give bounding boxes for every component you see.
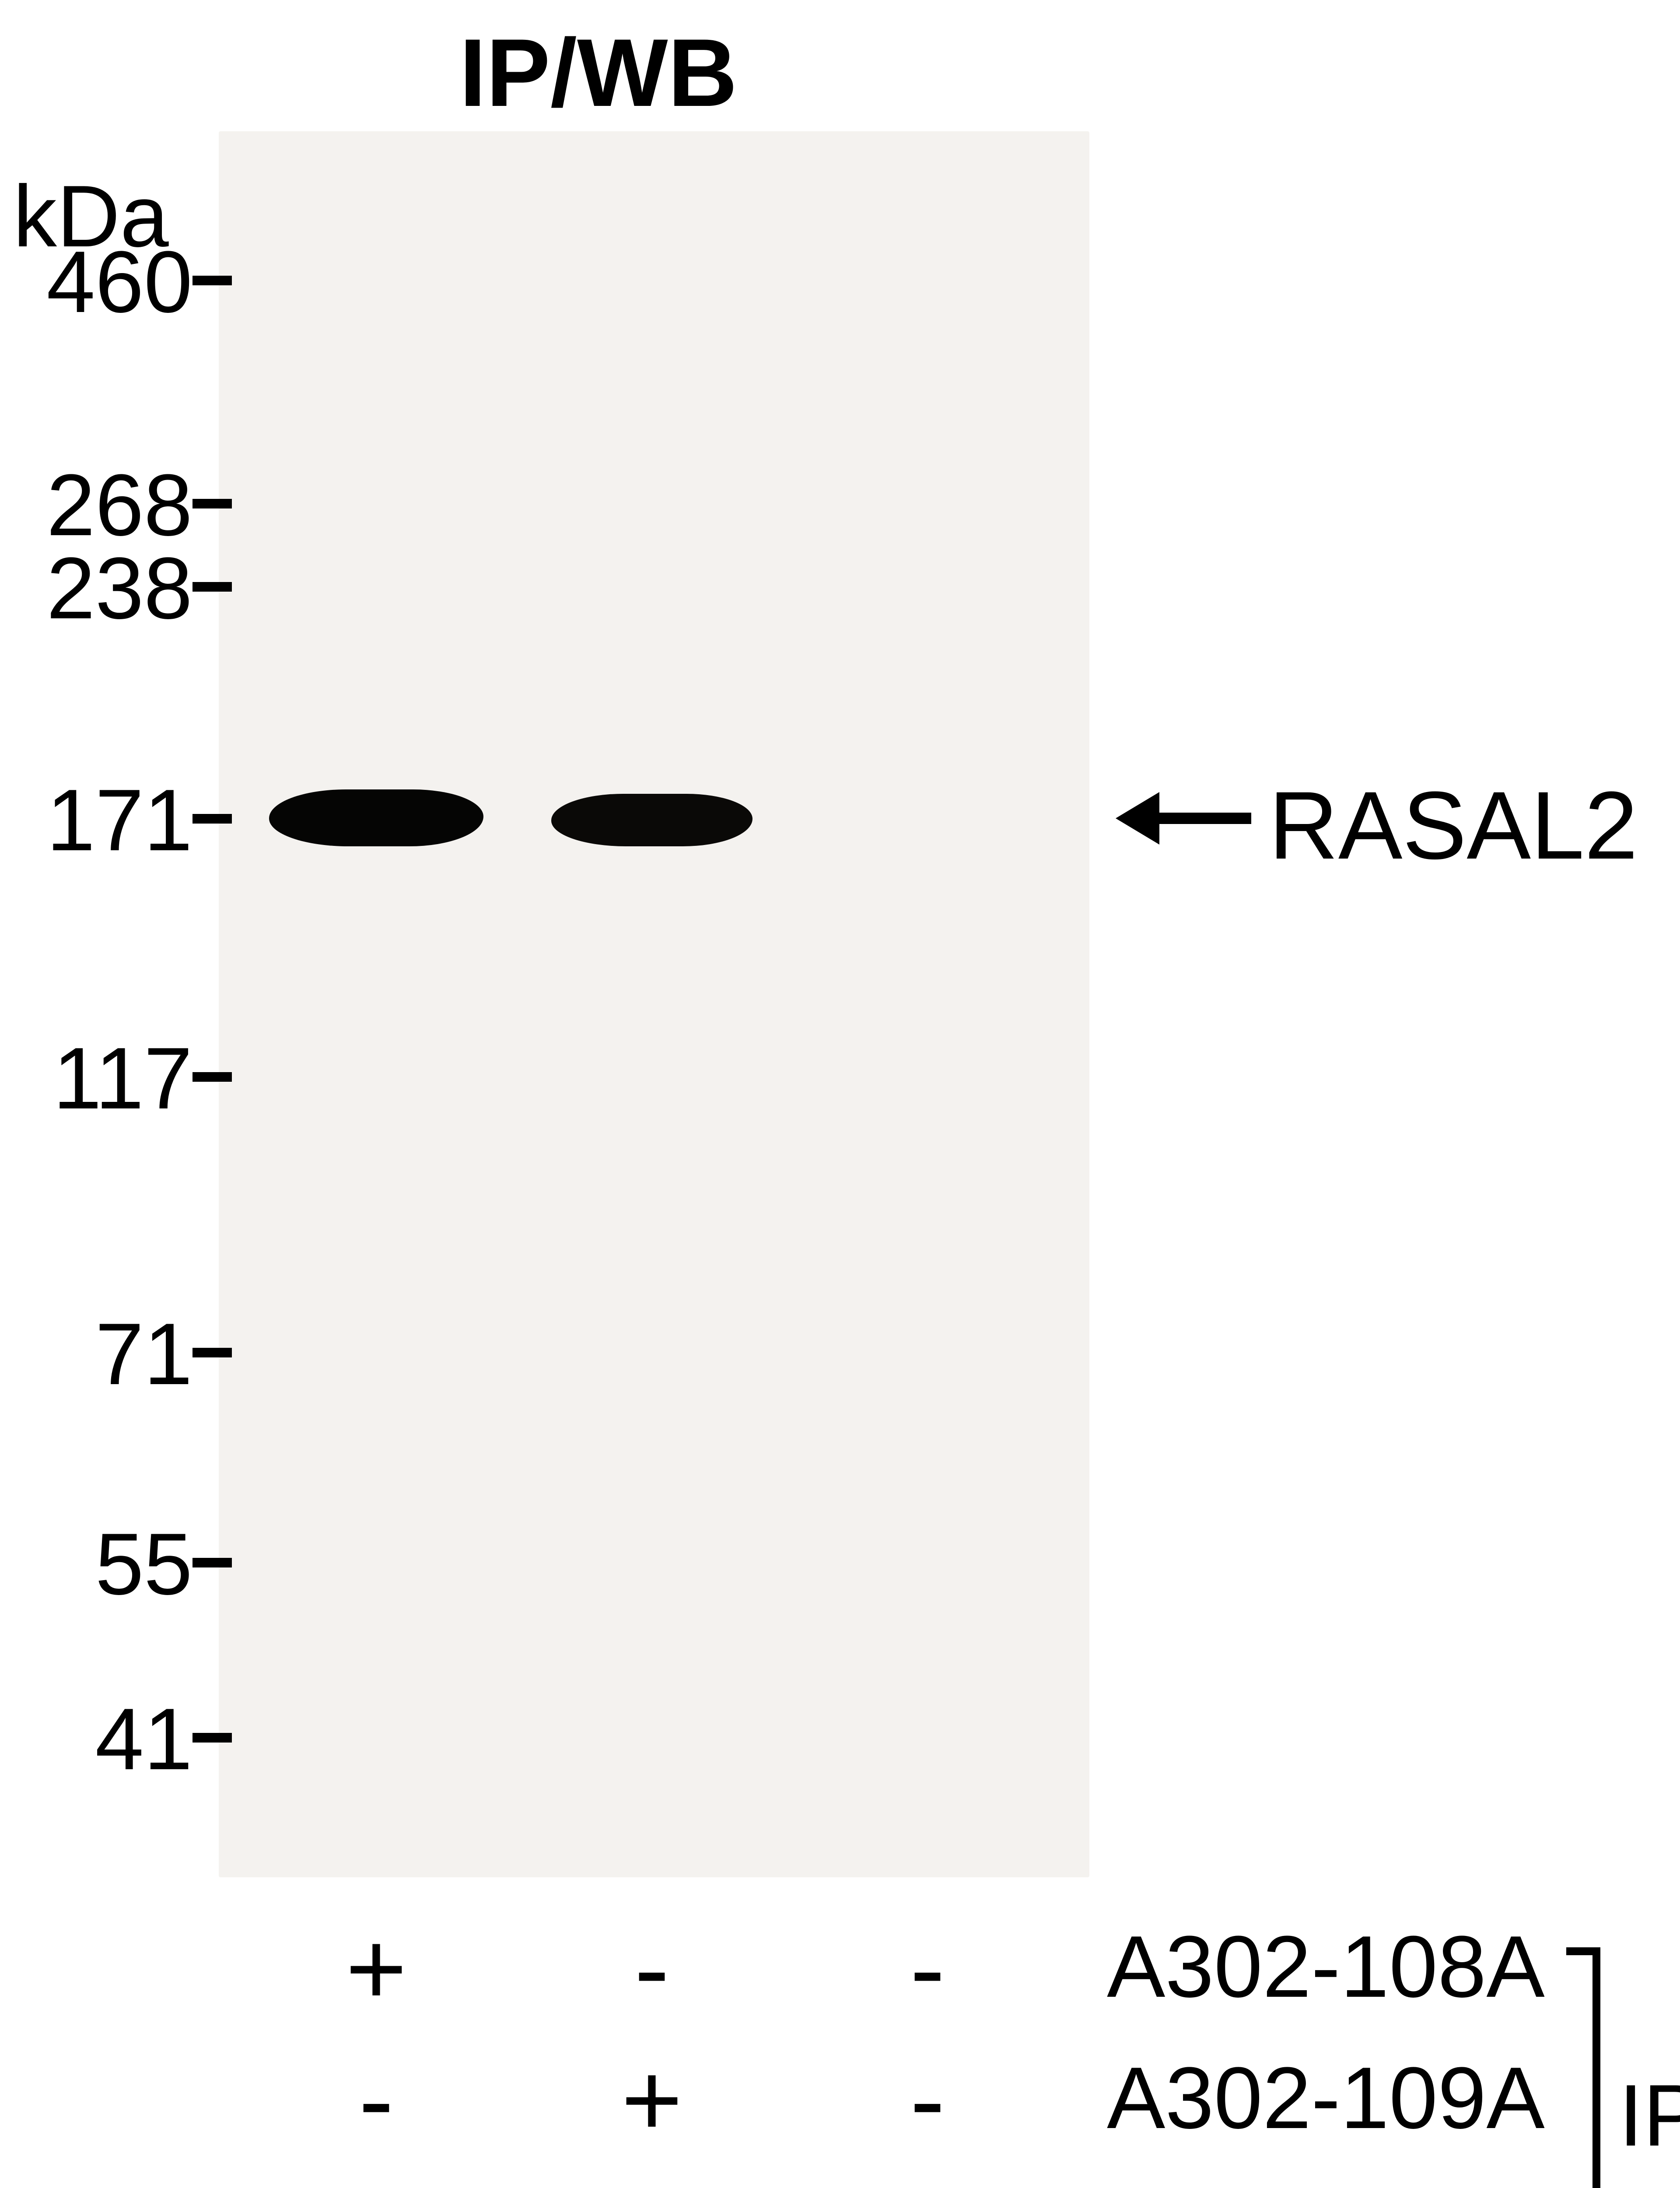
ip-antibody-label: A302-108A: [1107, 1917, 1545, 2017]
mw-label: 117: [53, 1028, 192, 1129]
mw-tick: [192, 276, 232, 285]
mw-label: 238: [46, 538, 192, 639]
mw-label: 55: [95, 1514, 192, 1615]
figure-container: IP/WB kDa 460 268 238 171 117 71 55 41 R…: [0, 0, 1680, 2188]
figure-title: IP/WB: [459, 18, 738, 128]
band-arrow-shaft: [1155, 813, 1251, 824]
ip-mark: -: [884, 1908, 971, 2029]
ip-mark: +: [884, 2170, 971, 2188]
ip-mark: +: [332, 1908, 420, 2029]
ip-bracket-top: [1566, 1947, 1600, 1955]
blot-band: [269, 789, 483, 846]
mw-tick: [192, 814, 232, 824]
ip-mark: -: [608, 2170, 696, 2188]
mw-label: 71: [95, 1304, 192, 1405]
ip-antibody-label: Ctrl IgG: [1107, 2179, 1408, 2188]
ip-bracket-label: IP: [1619, 2065, 1680, 2166]
mw-tick: [192, 1348, 232, 1357]
mw-tick: [192, 1072, 232, 1082]
band-arrow-head: [1116, 792, 1159, 845]
blot-band: [551, 794, 752, 846]
mw-label: 41: [95, 1689, 192, 1790]
ip-mark: -: [332, 2170, 420, 2188]
mw-tick: [192, 582, 232, 592]
ip-mark: -: [608, 1908, 696, 2029]
blot-membrane: [219, 131, 1089, 1877]
band-annotation-label: RASAL2: [1269, 770, 1638, 881]
mw-tick: [192, 499, 232, 508]
ip-bracket-vertical: [1592, 1947, 1600, 2188]
ip-mark: +: [608, 2039, 696, 2160]
ip-mark: -: [884, 2039, 971, 2160]
mw-tick: [192, 1558, 232, 1567]
mw-label: 460: [46, 232, 192, 333]
ip-mark: -: [332, 2039, 420, 2160]
mw-tick: [192, 1733, 232, 1743]
mw-label: 171: [46, 770, 192, 871]
ip-antibody-label: A302-109A: [1107, 2048, 1545, 2149]
